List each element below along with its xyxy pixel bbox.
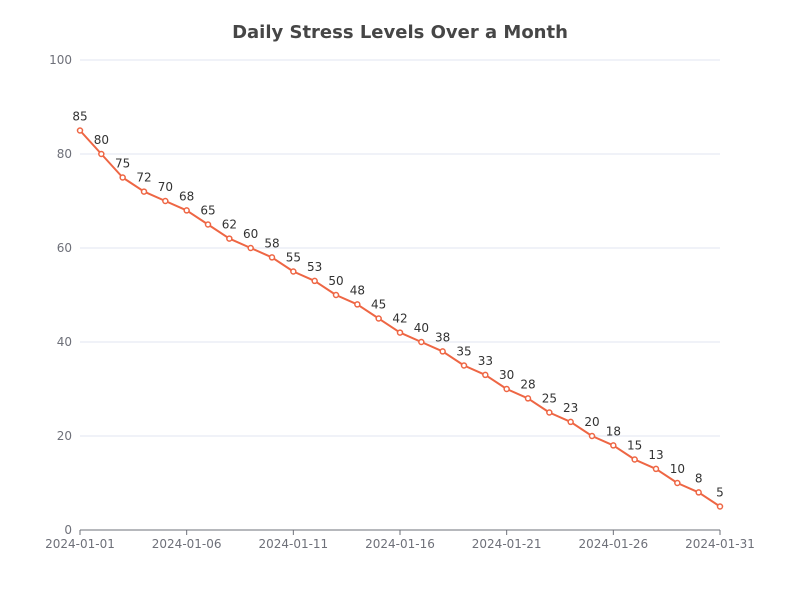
x-tick-label: 2024-01-26 bbox=[578, 537, 648, 551]
y-tick-label: 100 bbox=[49, 53, 72, 67]
data-point[interactable] bbox=[396, 329, 404, 336]
data-points bbox=[76, 127, 724, 510]
data-point[interactable] bbox=[610, 442, 617, 449]
data-label: 65 bbox=[200, 204, 215, 218]
data-label: 62 bbox=[222, 218, 237, 232]
data-point[interactable] bbox=[460, 362, 468, 369]
data-point[interactable] bbox=[695, 489, 702, 496]
x-tick-label: 2024-01-21 bbox=[472, 537, 542, 551]
data-point[interactable] bbox=[162, 197, 169, 205]
data-label: 18 bbox=[606, 424, 621, 438]
data-label: 15 bbox=[627, 439, 642, 453]
data-point[interactable] bbox=[567, 418, 574, 426]
data-point[interactable] bbox=[76, 127, 84, 134]
data-point[interactable] bbox=[183, 207, 190, 214]
data-label: 8 bbox=[695, 471, 703, 485]
data-label: 68 bbox=[179, 189, 194, 203]
data-point[interactable] bbox=[268, 254, 276, 261]
data-point[interactable] bbox=[354, 301, 361, 308]
data-point[interactable] bbox=[588, 432, 596, 440]
axes: 0 20 40 60 80 100 2024-01-01 2024-01-06 2024-01-… bbox=[45, 53, 755, 551]
x-tick-label: 2024-01-31 bbox=[685, 537, 755, 551]
data-point[interactable] bbox=[375, 315, 382, 322]
data-label: 85 bbox=[72, 110, 87, 124]
data-labels: 85 80 75 72 70 68 65 62 60 58 55 53 50 48 45 42 40 38 35 33… bbox=[72, 110, 723, 500]
data-point[interactable] bbox=[332, 291, 340, 299]
data-point[interactable] bbox=[311, 277, 318, 285]
y-tick-label: 20 bbox=[57, 429, 72, 443]
data-point[interactable] bbox=[674, 479, 681, 487]
data-point[interactable] bbox=[418, 338, 425, 346]
data-point[interactable] bbox=[226, 235, 233, 242]
y-tick-label: 0 bbox=[64, 523, 72, 537]
data-point[interactable] bbox=[98, 150, 105, 158]
data-label: 40 bbox=[414, 321, 429, 335]
data-label: 48 bbox=[350, 283, 365, 297]
data-point[interactable] bbox=[290, 268, 297, 275]
data-point[interactable] bbox=[140, 188, 148, 195]
data-point[interactable] bbox=[482, 371, 489, 379]
data-point[interactable] bbox=[716, 503, 724, 510]
data-label: 70 bbox=[158, 180, 173, 194]
data-label: 58 bbox=[264, 236, 279, 250]
grid-lines bbox=[80, 59, 720, 437]
data-label: 23 bbox=[563, 401, 578, 415]
data-label: 42 bbox=[392, 312, 407, 326]
y-tick-label: 60 bbox=[57, 241, 72, 255]
data-label: 25 bbox=[542, 392, 557, 406]
data-label: 50 bbox=[328, 274, 343, 288]
data-label: 35 bbox=[456, 345, 471, 359]
data-point[interactable] bbox=[524, 395, 532, 402]
data-label: 55 bbox=[286, 251, 301, 265]
data-label: 60 bbox=[243, 227, 258, 241]
data-label: 13 bbox=[648, 448, 663, 462]
y-tick-label: 80 bbox=[57, 147, 72, 161]
data-label: 20 bbox=[584, 415, 599, 429]
data-point[interactable] bbox=[247, 244, 254, 252]
data-point[interactable] bbox=[439, 348, 446, 355]
data-point[interactable] bbox=[631, 456, 638, 463]
x-tick-label: 2024-01-01 bbox=[45, 537, 115, 551]
data-label: 75 bbox=[115, 157, 130, 171]
x-tick-label: 2024-01-11 bbox=[258, 537, 328, 551]
data-label: 45 bbox=[371, 298, 386, 312]
data-label: 10 bbox=[670, 462, 685, 476]
data-label: 38 bbox=[435, 330, 450, 344]
data-label: 80 bbox=[94, 133, 109, 147]
data-label: 30 bbox=[499, 368, 514, 382]
data-point[interactable] bbox=[503, 385, 510, 393]
data-label: 53 bbox=[307, 260, 322, 274]
data-label: 28 bbox=[520, 377, 535, 391]
chart-title: Daily Stress Levels Over a Month bbox=[232, 22, 568, 43]
data-point[interactable] bbox=[652, 465, 660, 473]
data-point[interactable] bbox=[546, 409, 553, 416]
data-point[interactable] bbox=[119, 174, 126, 181]
data-label: 33 bbox=[478, 354, 493, 368]
x-tick-label: 2024-01-16 bbox=[365, 537, 435, 551]
data-label: 5 bbox=[716, 486, 724, 500]
data-point[interactable] bbox=[204, 221, 212, 228]
data-label: 72 bbox=[136, 171, 151, 185]
y-tick-label: 40 bbox=[57, 335, 72, 349]
x-tick-label: 2024-01-06 bbox=[152, 537, 222, 551]
